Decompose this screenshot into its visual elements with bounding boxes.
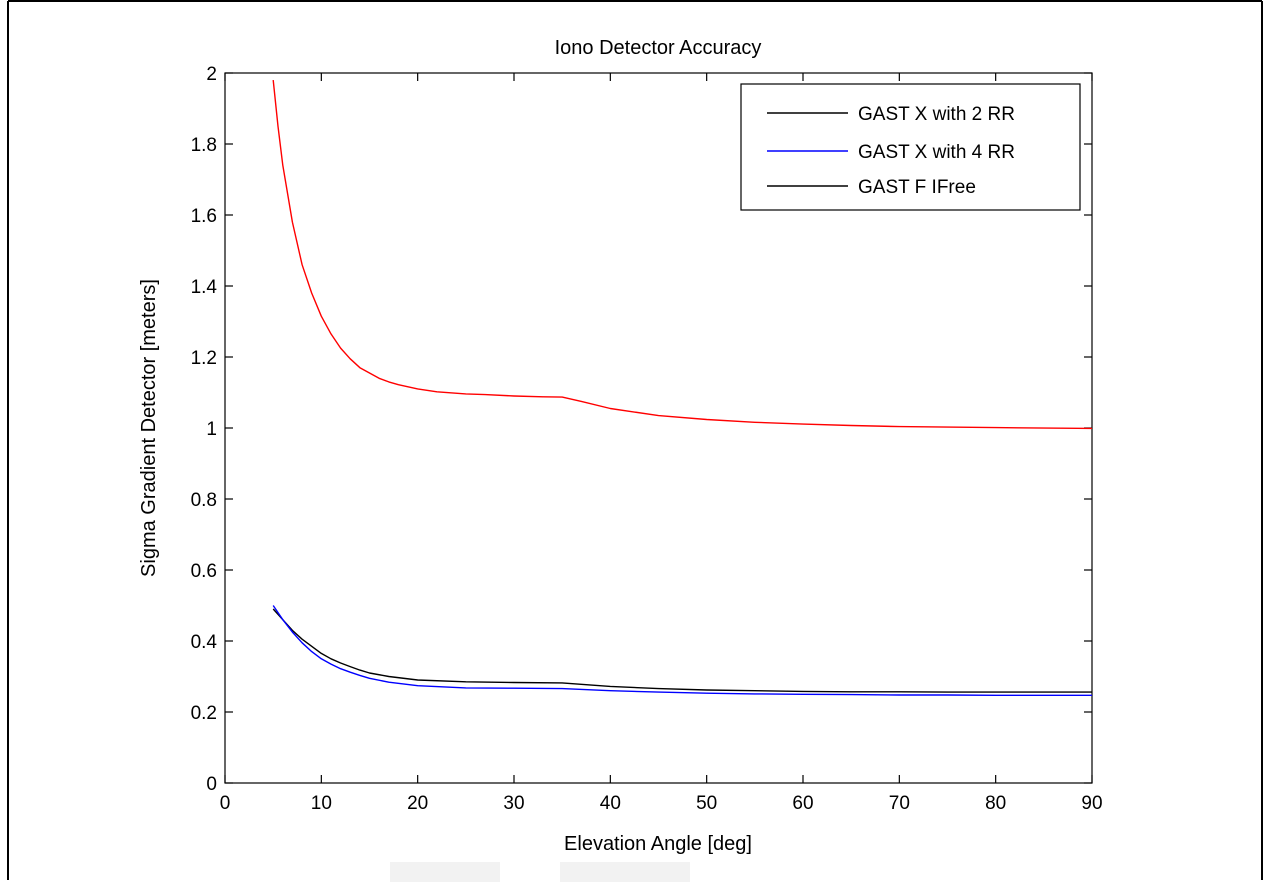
- series-line-2: [272, 80, 1093, 430]
- x-tick-label: 90: [1081, 793, 1102, 814]
- watermark: [390, 862, 690, 882]
- y-tick-label: 0.4: [191, 632, 218, 653]
- series-layer: [272, 80, 1093, 696]
- legend-entry-2: GAST F IFree: [858, 177, 976, 198]
- y-tick-labels: 0 0.2 0.4 0.6 0.8 1 1.2 1.4 1.6 1.8 2: [191, 64, 218, 795]
- y-tick-label: 1.2: [191, 348, 217, 369]
- x-tick-label: 80: [985, 793, 1006, 814]
- y-tick-label: 0.2: [191, 703, 217, 724]
- series-line-0: [272, 608, 1092, 693]
- x-tick-label: 10: [311, 793, 332, 814]
- x-tick-labels: 0 10 20 30 40 50 60 70 80 90: [220, 793, 1103, 814]
- x-tick-label: 30: [503, 793, 524, 814]
- y-tick-label: 1.6: [191, 206, 217, 227]
- legend-box: [740, 83, 1081, 211]
- y-tick-label: 1: [206, 419, 217, 440]
- y-axis-label: Sigma Gradient Detector [meters]: [138, 279, 160, 577]
- y-tick-label: 2: [206, 64, 217, 85]
- x-tick-label: 60: [792, 793, 813, 814]
- x-axis-label: Elevation Angle [deg]: [564, 833, 752, 855]
- legend-entry-0: GAST X with 2 RR: [858, 104, 1015, 125]
- chart-title: Iono Detector Accuracy: [555, 37, 762, 59]
- x-tick-label: 20: [407, 793, 428, 814]
- y-tick-label: 1.8: [191, 135, 217, 156]
- x-tick-label: 50: [696, 793, 717, 814]
- legend: GAST X with 2 RR GAST X with 4 RR GAST F…: [740, 83, 1081, 211]
- x-tick-label: 70: [889, 793, 910, 814]
- series-line-1: [272, 605, 1092, 696]
- y-tick-label: 1.4: [191, 277, 218, 298]
- legend-entry-1: GAST X with 4 RR: [858, 142, 1015, 163]
- y-tick-label: 0: [206, 774, 217, 795]
- y-tick-label: 0.8: [191, 490, 217, 511]
- y-tick-label: 0.6: [191, 561, 217, 582]
- x-tick-label: 40: [600, 793, 621, 814]
- x-tick-label: 0: [220, 793, 231, 814]
